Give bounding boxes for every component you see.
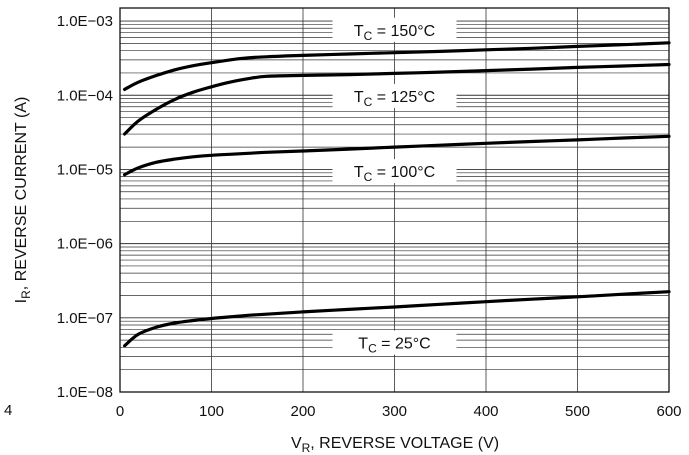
x-axis-title-rest: , REVERSE VOLTAGE (V): [310, 435, 499, 452]
x-tick-label: 300: [382, 403, 407, 420]
x-tick-label: 500: [565, 403, 590, 420]
series-label-3: TC = 25°C: [358, 336, 430, 356]
series-curves: [123, 41, 671, 348]
x-axis-title-main: V: [291, 435, 302, 452]
series-label-rest: = 125°C: [372, 89, 435, 106]
series-label-main: T: [354, 89, 364, 106]
series-line-1: [123, 62, 671, 136]
x-tick-labels: 0 100 200 300 400 500 600: [116, 403, 682, 420]
x-axis-title-sub: R: [302, 441, 311, 455]
series-label-main: T: [354, 23, 364, 40]
series-label-1: TC = 125°C: [354, 89, 435, 109]
series-label-sub: C: [364, 29, 373, 43]
plot-frame: [119, 7, 670, 393]
y-tick-label: 1.0E−07: [57, 310, 113, 327]
series-label-main: T: [358, 336, 368, 353]
series-label-background: [332, 17, 457, 42]
y-tick-label: 1.0E−06: [57, 236, 113, 253]
y-tick-label: 1.0E−08: [57, 384, 113, 401]
series-label-sub: C: [364, 95, 373, 109]
series-label-0: TC = 150°C: [354, 23, 435, 43]
series-line-0: [123, 41, 671, 91]
series-label-rest: = 25°C: [377, 336, 431, 353]
x-tick-label: 100: [199, 403, 224, 420]
y-tick-label: 1.0E−04: [57, 87, 113, 104]
series-label-rest: = 150°C: [372, 23, 435, 40]
x-tick-label: 200: [290, 403, 315, 420]
series-label-2: TC = 100°C: [354, 164, 435, 184]
x-tick-label: 400: [473, 403, 498, 420]
series-label-sub: C: [364, 170, 373, 184]
series-label-sub: C: [368, 342, 377, 356]
series-label-background: [332, 83, 457, 108]
y-axis-title: IR, REVERSE CURRENT (A): [13, 97, 33, 304]
series-label-rest: = 100°C: [372, 164, 435, 181]
series-line-3: [123, 290, 671, 348]
y-axis-title-rest: , REVERSE CURRENT (A): [13, 97, 30, 291]
series-label-main: T: [354, 164, 364, 181]
y-tick-label: 1.0E−05: [57, 161, 113, 178]
x-tick-label: 0: [116, 403, 124, 420]
corner-label: 4: [4, 402, 12, 419]
y-tick-label: 1.0E−03: [57, 13, 113, 30]
x-tick-label: 600: [656, 403, 681, 420]
series-line-2: [123, 134, 671, 177]
series-label-background: [332, 159, 457, 184]
series-label-background: [332, 330, 457, 355]
y-axis-title-main: I: [13, 299, 30, 303]
y-axis-title-sub: R: [19, 290, 33, 299]
x-axis-title: VR, REVERSE VOLTAGE (V): [291, 435, 499, 455]
y-tick-labels: 1.0E−08 1.0E−07 1.0E−06 1.0E−05 1.0E−04 1.0E−…: [57, 13, 113, 401]
series-labels: TC = 150°CTC = 125°CTC = 100°CTC = 25°C: [332, 17, 457, 356]
